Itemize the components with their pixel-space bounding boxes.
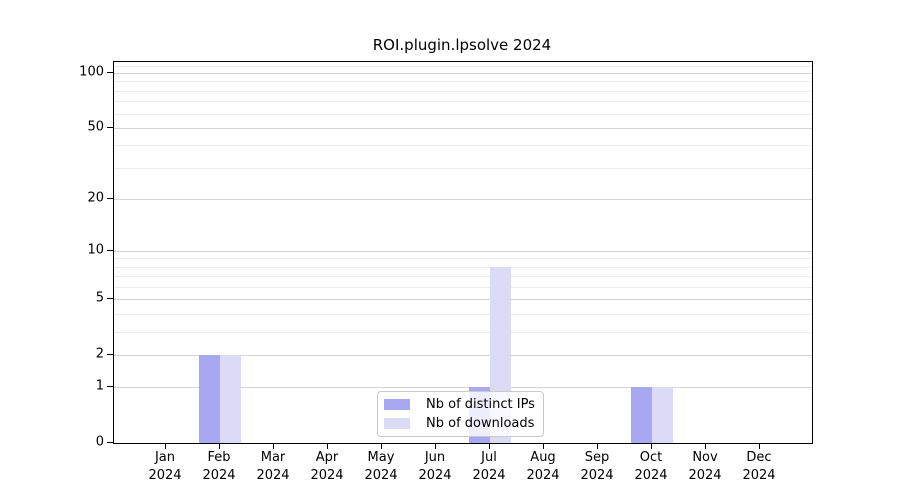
x-tick-label: Dec 2024	[742, 450, 776, 483]
x-tick-mark	[705, 443, 706, 449]
y-tick-label: 1	[95, 378, 104, 394]
x-tick-label: Jun 2024	[418, 450, 452, 483]
y-tick-mark	[107, 353, 113, 355]
gridline-minor	[114, 258, 812, 260]
x-tick-label: Mar 2024	[256, 450, 290, 483]
y-tick-label: 20	[87, 190, 104, 206]
gridline-minor	[114, 65, 812, 67]
x-tick-label: Sep 2024	[580, 450, 614, 483]
y-tick-mark	[107, 386, 113, 388]
gridline-major	[114, 127, 812, 129]
bar-feb-downloads	[220, 354, 241, 443]
x-tick-label: Jul 2024	[472, 450, 506, 483]
bar-oct-downloads	[652, 387, 673, 443]
downloads-swatch-icon	[384, 418, 410, 429]
x-tick-label: Jan 2024	[148, 450, 182, 483]
legend-item-downloads: Nb of downloads	[384, 414, 535, 433]
y-tick-label: 2	[95, 346, 104, 362]
gridline-major	[114, 387, 812, 389]
x-tick-mark	[543, 443, 544, 449]
y-tick-label: 0	[95, 434, 104, 450]
legend-label-distinct-ips: Nb of distinct IPs	[426, 397, 535, 412]
x-tick-label: Feb 2024	[202, 450, 236, 483]
legend-item-distinct-ips: Nb of distinct IPs	[384, 395, 535, 414]
x-tick-mark	[435, 443, 436, 449]
x-tick-mark	[381, 443, 382, 449]
x-tick-label: Oct 2024	[634, 450, 668, 483]
x-tick-mark	[273, 443, 274, 449]
gridline-minor	[114, 331, 812, 333]
gridline-minor	[114, 81, 812, 83]
x-tick-label: Apr 2024	[310, 450, 344, 483]
gridline-minor	[114, 101, 812, 103]
gridline-major	[114, 250, 812, 252]
gridline-major	[114, 354, 812, 356]
y-tick-label: 50	[87, 119, 104, 135]
x-tick-mark	[651, 443, 652, 449]
gridline-minor	[114, 266, 812, 268]
x-tick-mark	[759, 443, 760, 449]
y-tick-mark	[107, 126, 113, 128]
plot-area	[113, 61, 813, 444]
legend: Nb of distinct IPs Nb of downloads	[377, 391, 544, 437]
gridline-minor	[114, 314, 812, 315]
x-tick-label: May 2024	[364, 450, 398, 483]
y-tick-mark	[107, 298, 113, 300]
x-tick-mark	[597, 443, 598, 449]
bar-feb-distinct-ips	[199, 354, 220, 443]
x-tick-mark	[165, 443, 166, 449]
y-tick-label: 10	[87, 242, 104, 258]
gridline-minor	[114, 276, 812, 278]
bar-oct-distinct-ips	[631, 387, 652, 443]
gridline-major	[114, 299, 812, 301]
y-tick-label: 100	[79, 64, 104, 80]
y-tick-mark	[107, 72, 113, 74]
gridline-major	[114, 73, 812, 75]
chart-title: ROI.plugin.lpsolve 2024	[372, 36, 552, 54]
x-tick-label: Aug 2024	[526, 450, 560, 483]
y-tick-mark	[107, 249, 113, 251]
gridline-minor	[114, 145, 812, 147]
x-tick-mark	[489, 443, 490, 449]
gridline-minor	[114, 287, 812, 289]
y-tick-mark	[107, 197, 113, 199]
gridline-major	[114, 198, 812, 200]
y-tick-mark	[107, 442, 113, 443]
gridline-minor	[114, 90, 812, 92]
legend-label-downloads: Nb of downloads	[426, 416, 535, 431]
gridline-minor	[114, 167, 812, 169]
gridline-minor	[114, 113, 812, 115]
x-tick-label: Nov 2024	[688, 450, 722, 483]
x-tick-mark	[327, 443, 328, 449]
x-tick-mark	[219, 443, 220, 449]
distinct-ips-swatch-icon	[384, 399, 410, 410]
y-tick-label: 5	[95, 290, 104, 306]
